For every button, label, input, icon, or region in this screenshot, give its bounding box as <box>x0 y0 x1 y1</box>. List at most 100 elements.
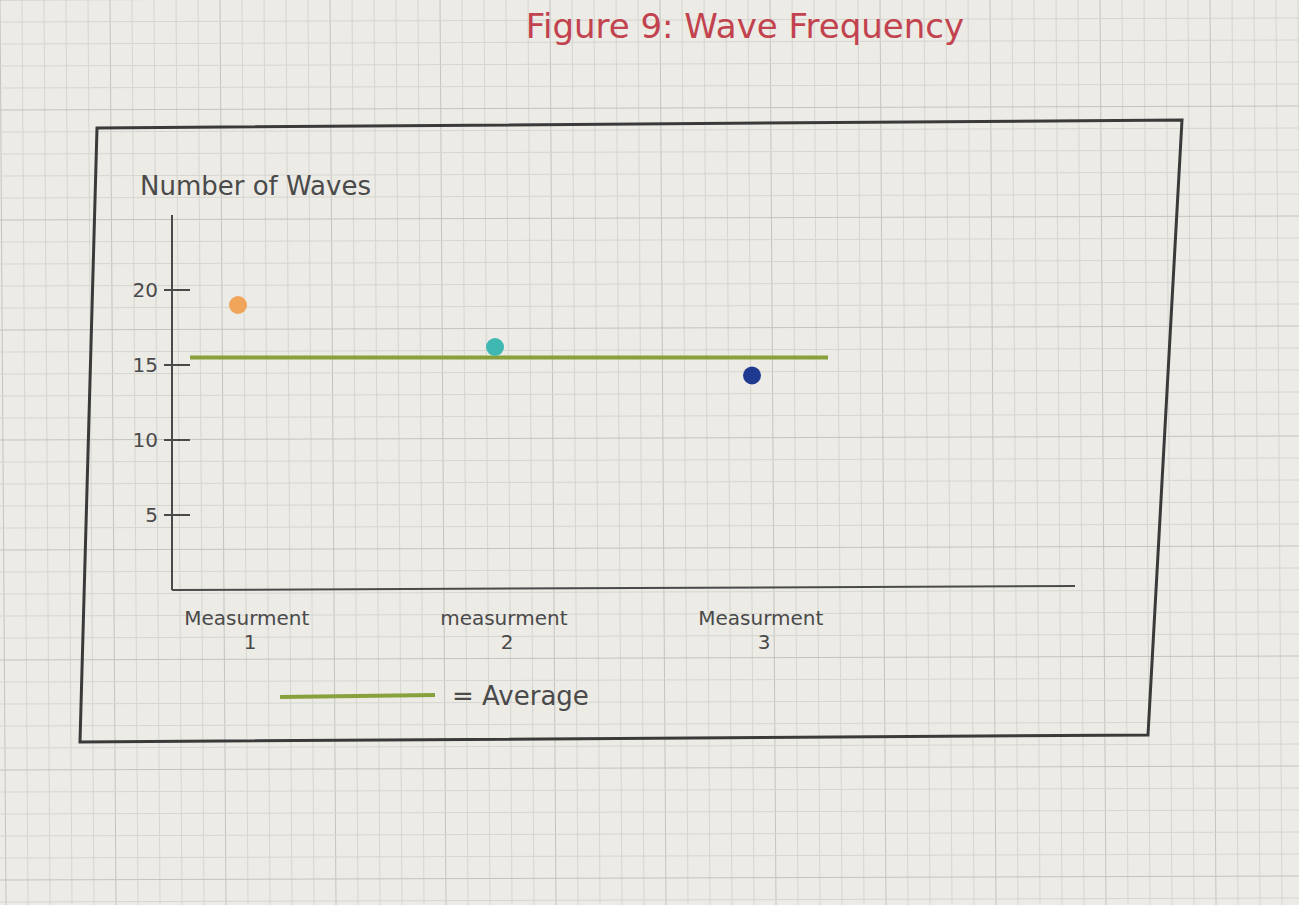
paper <box>0 0 1299 905</box>
label-line: 2 <box>501 630 514 654</box>
y-tick-label: 5 <box>145 503 158 527</box>
paper-line <box>1056 0 1062 905</box>
paper-line <box>0 766 1299 770</box>
title: Figure 9: Wave Frequency <box>526 6 964 46</box>
paper-line <box>0 700 1299 704</box>
paper-line <box>0 568 1299 572</box>
paper-line <box>22 0 28 905</box>
paper-line <box>1210 0 1216 905</box>
point <box>486 338 504 356</box>
paper-line <box>836 0 842 905</box>
y-tick-label: 10 <box>133 428 158 452</box>
paper-line <box>0 304 1299 308</box>
point <box>229 296 247 314</box>
y-tick <box>164 289 190 291</box>
paper-line <box>0 876 1299 880</box>
paper-line <box>0 898 1299 902</box>
paper-line <box>1276 0 1282 905</box>
paper-line <box>462 0 468 905</box>
label-line: 1 <box>244 630 257 654</box>
paper-line <box>660 0 666 905</box>
y-axis-label: Number of Waves <box>140 171 371 201</box>
paper-line <box>1122 0 1128 905</box>
paper-line <box>0 810 1299 814</box>
label-line: 3 <box>758 630 771 654</box>
paper-line <box>0 436 1299 440</box>
y-tick <box>164 514 190 516</box>
paper-line <box>1034 0 1040 905</box>
paper-line <box>440 0 446 905</box>
paper-line <box>704 0 710 905</box>
paper-line <box>0 854 1299 858</box>
frame <box>80 120 1182 742</box>
paper-line <box>0 414 1299 418</box>
y-tick <box>164 364 190 366</box>
paper-line <box>0 260 1299 264</box>
paper-line <box>0 216 1299 220</box>
paper-line <box>0 370 1299 374</box>
paper-line <box>0 788 1299 792</box>
paper-line <box>418 0 424 905</box>
paper-line <box>1254 0 1260 905</box>
paper-line <box>0 84 1299 88</box>
paper-line <box>1188 0 1194 905</box>
paper-line <box>616 0 622 905</box>
chart: Figure 9: Wave Frequency Number of Waves 5… <box>0 0 1299 905</box>
paper-line <box>902 0 908 905</box>
paper-line <box>0 524 1299 528</box>
paper-line <box>1078 0 1084 905</box>
legend-label: = Average <box>452 681 589 711</box>
paper-line <box>990 0 996 905</box>
paper-line <box>594 0 600 905</box>
paper-line <box>572 0 578 905</box>
paper-line <box>1144 0 1150 905</box>
paper-line <box>0 106 1299 110</box>
paper-line <box>484 0 490 905</box>
paper-line <box>0 392 1299 396</box>
paper-line <box>0 150 1299 154</box>
y-tick <box>164 439 190 441</box>
paper-line <box>0 62 1299 66</box>
paper-line <box>748 0 754 905</box>
paper-line <box>946 0 952 905</box>
paper-line <box>0 282 1299 286</box>
label-line: Measurment <box>698 606 829 630</box>
paper-line <box>0 722 1299 726</box>
paper-line <box>0 832 1299 836</box>
paper-line <box>0 634 1299 638</box>
point <box>743 367 761 385</box>
paper-line <box>792 0 798 905</box>
graph-paper <box>0 0 1299 905</box>
paper-line <box>638 0 644 905</box>
paper-line <box>1100 0 1106 905</box>
x-tick-label: Measurment 3 <box>698 606 829 654</box>
paper-line <box>66 0 72 905</box>
paper-line <box>726 0 732 905</box>
x-axis <box>172 586 1075 590</box>
average-line <box>190 356 828 360</box>
paper-line <box>1232 0 1238 905</box>
paper-line <box>880 0 886 905</box>
y-tick-label: 15 <box>133 353 158 377</box>
paper-line <box>0 546 1299 550</box>
paper-line <box>0 656 1299 660</box>
paper-line <box>0 348 1299 352</box>
paper-line <box>968 0 974 905</box>
paper-line <box>814 0 820 905</box>
paper-line <box>682 0 688 905</box>
legend-line <box>280 695 435 697</box>
y-axis <box>171 215 173 590</box>
paper-line <box>0 0 6 905</box>
label-line: Measurment <box>184 606 315 630</box>
paper-line <box>506 0 512 905</box>
paper-line <box>528 0 534 905</box>
label-line: measurment <box>440 606 574 630</box>
paper-line <box>1012 0 1018 905</box>
paper-line <box>0 502 1299 506</box>
paper-line <box>858 0 864 905</box>
paper-line <box>770 0 776 905</box>
paper-line <box>0 480 1299 484</box>
paper-line <box>550 0 556 905</box>
y-tick-label: 20 <box>133 278 158 302</box>
paper-line <box>0 458 1299 462</box>
